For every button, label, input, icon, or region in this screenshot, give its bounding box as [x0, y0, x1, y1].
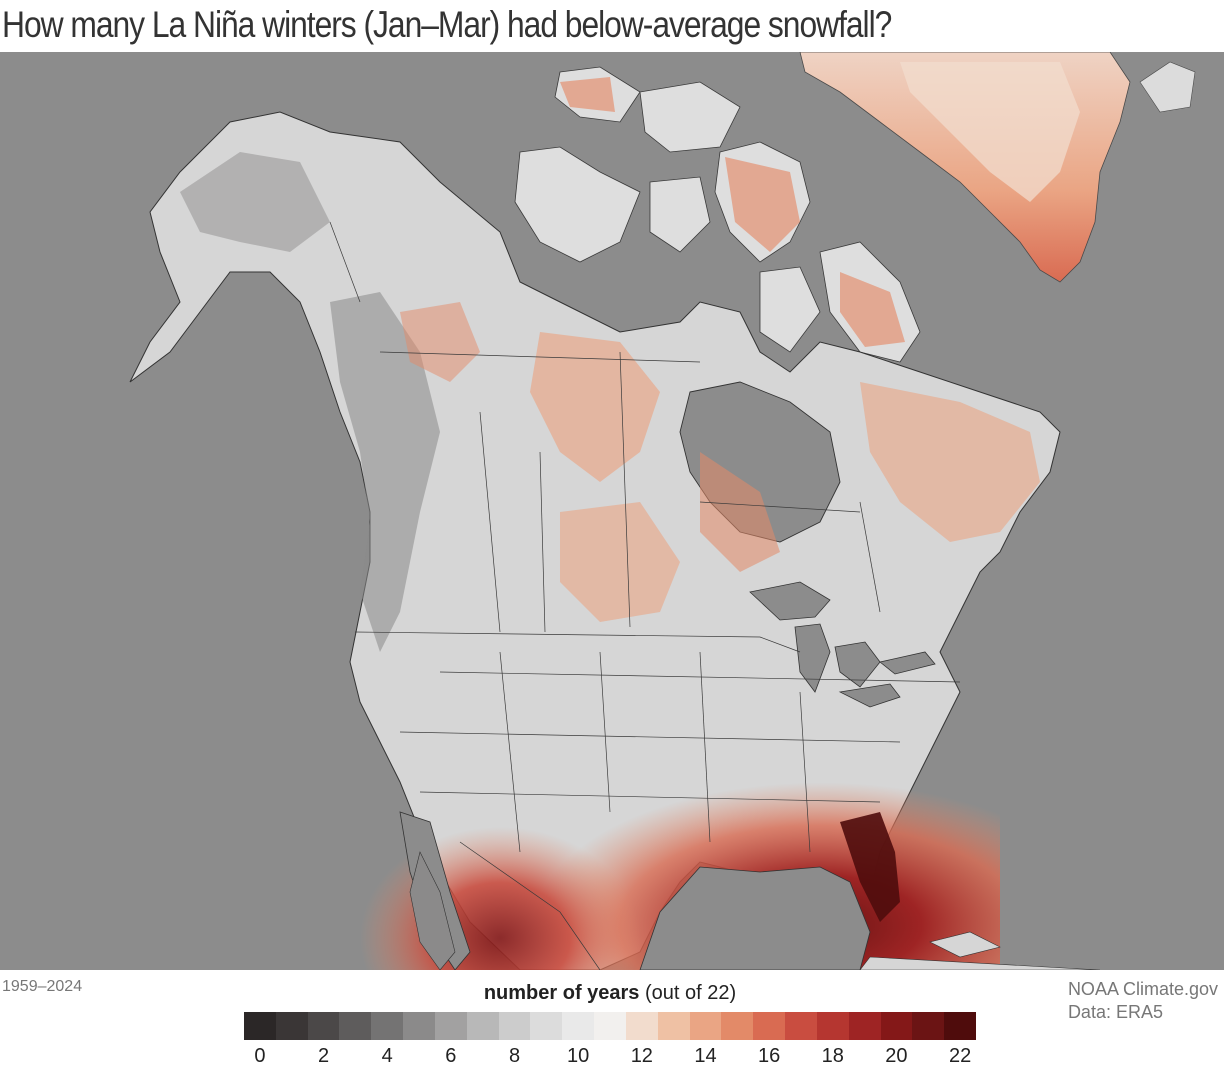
- gulf-of-mexico: [639, 866, 871, 970]
- cuba-partial: [859, 956, 1101, 970]
- legend-swatch: [434, 1012, 467, 1040]
- legend-tick-labels: 0 2 4 6 8 10 12 14 16 18 20 22: [244, 1045, 976, 1075]
- political-boundaries: [329, 221, 961, 970]
- map-panel: [0, 52, 1224, 970]
- legend-title: number of years (out of 22): [244, 982, 976, 1005]
- northwest-territories-red: [530, 332, 660, 482]
- credit-source: NOAA Climate.gov: [1067, 979, 1218, 999]
- legend-swatch: [244, 1012, 276, 1040]
- north-america-map: [129, 52, 1196, 970]
- legend-swatch: [307, 1012, 340, 1040]
- legend-swatch: [753, 1012, 786, 1040]
- arctic-islands-red-areas: [560, 77, 905, 347]
- legend-color-scale: [244, 1012, 977, 1040]
- legend-swatch: [594, 1012, 626, 1040]
- yukon-red: [400, 302, 480, 382]
- legend-swatch: [657, 1012, 690, 1040]
- credit-data: Data: ERA5: [1067, 1002, 1163, 1022]
- legend-swatch: [625, 1012, 658, 1040]
- prairies-red: [560, 502, 680, 622]
- legend-swatch: [912, 1012, 945, 1040]
- western-cordillera: [330, 292, 440, 652]
- greenland-interior: [900, 62, 1080, 202]
- legend-tick: 2: [318, 1045, 330, 1067]
- legend-tick: 12: [630, 1045, 653, 1067]
- credit-block: NOAA Climate.gov Data: ERA5: [1068, 978, 1218, 1024]
- quebec-labrador-red: [860, 382, 1040, 542]
- legend-swatch: [466, 1012, 499, 1040]
- hudson-west-red: [700, 452, 780, 572]
- legend-swatch: [275, 1012, 308, 1040]
- legend-swatch: [371, 1012, 404, 1040]
- legend-swatch: [848, 1012, 881, 1040]
- legend-tick: 10: [567, 1045, 590, 1067]
- legend-swatch: [562, 1012, 595, 1040]
- legend-tick: 6: [445, 1045, 457, 1067]
- florida-dark: [840, 812, 900, 922]
- iceland-landmass: [1139, 61, 1196, 113]
- legend-tick: 16: [758, 1045, 781, 1067]
- legend-tick: 22: [948, 1045, 972, 1067]
- legend-title-bold: number of years: [483, 982, 640, 1004]
- legend-swatch: [689, 1012, 722, 1040]
- legend-tick: 14: [694, 1045, 717, 1067]
- legend-swatch: [944, 1012, 977, 1040]
- alaska-interior: [180, 152, 330, 252]
- legend-swatch: [339, 1012, 372, 1040]
- legend-swatch: [721, 1012, 754, 1040]
- legend-tick: 0: [254, 1045, 266, 1067]
- legend-swatch: [498, 1012, 531, 1040]
- period-label: 1959–2024: [2, 978, 83, 995]
- legend-tick: 18: [821, 1045, 844, 1067]
- legend-title-rest: (out of 22): [639, 982, 737, 1004]
- baja-peninsula: [409, 851, 456, 970]
- map-title: How many La Niña winters (Jan–Mar) had b…: [2, 4, 892, 45]
- legend-swatch: [785, 1012, 817, 1040]
- legend-tick: 20: [885, 1045, 908, 1067]
- legend-tick: 8: [508, 1045, 521, 1067]
- legend-swatch: [403, 1012, 435, 1040]
- caribbean-islands: [929, 931, 1001, 958]
- legend-swatch: [530, 1012, 563, 1040]
- legend-tick: 4: [381, 1045, 393, 1067]
- legend-swatch: [816, 1012, 849, 1040]
- southwest-gradient: [360, 652, 760, 970]
- legend-swatch: [880, 1012, 913, 1040]
